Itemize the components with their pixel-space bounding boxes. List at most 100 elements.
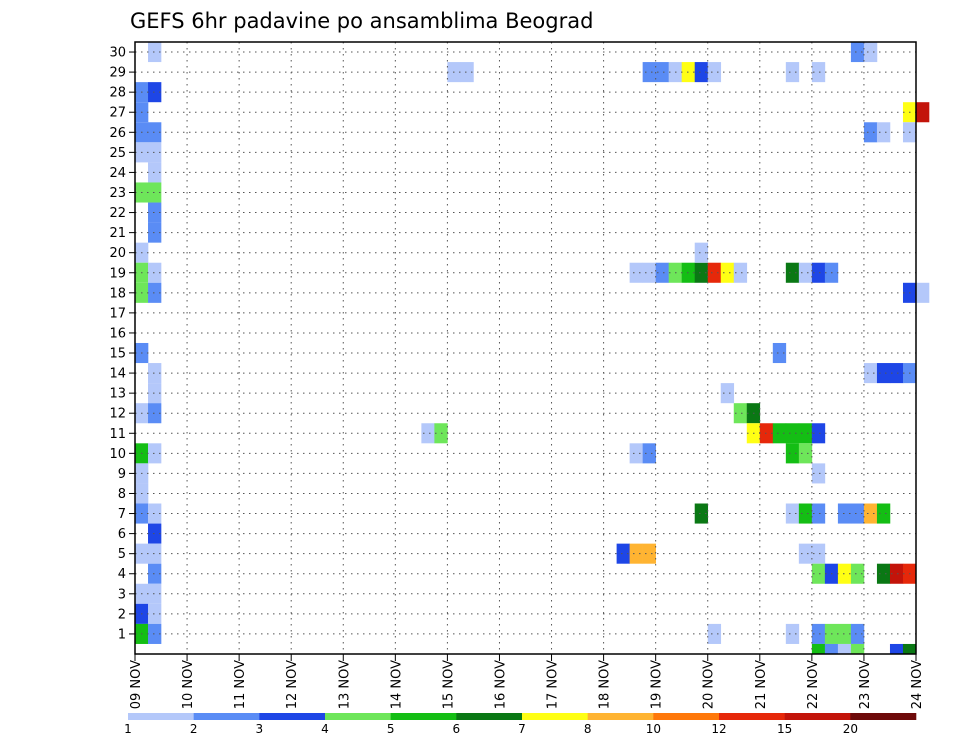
y-tick-label: 1 <box>118 627 126 642</box>
precip-cell <box>655 262 669 283</box>
y-tick-label: 4 <box>118 567 126 582</box>
precip-cell <box>148 222 162 243</box>
y-tick-label: 20 <box>109 246 126 261</box>
precip-cell <box>785 623 800 644</box>
precip-cell <box>785 443 800 464</box>
precip-cell <box>889 363 904 384</box>
y-tick-label: 25 <box>109 146 126 161</box>
legend-label: 4 <box>321 722 329 736</box>
precip-cell <box>863 363 878 384</box>
legend-swatch <box>653 713 720 720</box>
precip-cell <box>707 262 722 283</box>
legend-swatch <box>128 713 194 720</box>
y-axis: 1234567891011121314151617181920212223242… <box>109 46 135 642</box>
x-tick-label: 20 NOV <box>702 660 717 709</box>
x-tick-label: 19 NOV <box>650 660 665 709</box>
legend-label: 3 <box>256 722 264 736</box>
legend-swatch <box>850 713 917 720</box>
x-tick-label: 15 NOV <box>441 660 456 709</box>
legend-swatch <box>259 713 326 720</box>
precip-cell <box>148 162 162 183</box>
y-tick-label: 30 <box>109 46 126 61</box>
x-tick-label: 09 NOV <box>129 660 144 709</box>
precip-cell <box>798 543 813 564</box>
precip-cell <box>837 623 852 644</box>
legend-swatch <box>784 713 851 720</box>
y-tick-label: 22 <box>109 206 126 221</box>
precip-cell <box>811 463 826 484</box>
precip-cell <box>902 643 917 654</box>
y-tick-label: 17 <box>109 306 126 321</box>
precip-cell <box>148 282 162 303</box>
y-tick-label: 24 <box>109 166 126 181</box>
x-tick-label: 16 NOV <box>493 660 508 709</box>
precip-cell <box>785 423 800 444</box>
grid-lines <box>135 42 916 654</box>
legend-swatch <box>456 713 523 720</box>
precip-cell <box>148 122 162 143</box>
precip-cell <box>642 543 656 564</box>
precip-cell <box>889 563 904 584</box>
color-legend: 1 2 3 4 5 6 7 8 10 12 15 20 <box>124 713 917 736</box>
precip-cell <box>616 543 630 564</box>
precip-cell <box>772 423 787 444</box>
precip-cell <box>148 623 162 644</box>
precip-cell <box>707 62 722 83</box>
legend-label: 12 <box>711 722 726 736</box>
precip-cell <box>629 443 643 464</box>
precip-cell <box>798 423 813 444</box>
precip-cell <box>850 563 865 584</box>
precip-cell <box>148 142 162 163</box>
precip-cell <box>798 503 813 524</box>
precip-cell <box>811 423 826 444</box>
precip-cell <box>694 262 709 283</box>
x-tick-label: 11 NOV <box>233 660 248 709</box>
precip-cell <box>720 383 735 404</box>
legend-swatch <box>325 713 391 720</box>
x-tick-label: 23 NOV <box>858 660 873 709</box>
precip-cell <box>148 563 162 584</box>
precip-cell <box>694 503 709 524</box>
legend-label: 20 <box>843 722 858 736</box>
y-tick-label: 3 <box>118 587 126 602</box>
precip-cell <box>148 262 162 283</box>
legend-swatch <box>522 713 588 720</box>
legend-label: 8 <box>584 722 592 736</box>
precip-cell <box>642 62 656 83</box>
x-tick-label: 21 NOV <box>754 660 769 709</box>
precip-cell <box>148 443 162 464</box>
precip-cell <box>772 342 787 364</box>
y-tick-label: 19 <box>109 266 126 281</box>
precip-cell <box>863 503 878 524</box>
precip-cell <box>811 643 826 654</box>
legend-swatch <box>587 713 654 720</box>
x-tick-label: 14 NOV <box>389 660 404 709</box>
precip-cell <box>148 363 162 384</box>
precip-cell <box>811 543 826 564</box>
precip-cell <box>642 262 656 283</box>
precip-cell <box>642 443 656 464</box>
precip-cell <box>629 543 643 564</box>
y-tick-label: 11 <box>109 427 126 442</box>
legend-swatch <box>390 713 457 720</box>
plot-frame <box>134 41 917 655</box>
precip-cell <box>148 503 162 524</box>
y-tick-label: 26 <box>109 126 126 141</box>
y-tick-label: 6 <box>118 527 126 542</box>
y-tick-label: 9 <box>118 467 126 482</box>
precip-cell <box>148 202 162 223</box>
precip-cell <box>837 643 852 654</box>
precip-cell <box>148 403 162 424</box>
legend-swatch <box>719 713 785 720</box>
precip-cell <box>916 282 930 303</box>
precip-cell <box>707 623 722 644</box>
heatmap-cells <box>135 42 930 654</box>
precip-cell <box>733 403 748 424</box>
precip-cell <box>785 503 800 524</box>
precip-cell <box>694 242 709 263</box>
precip-cell <box>733 262 748 283</box>
x-tick-label: 10 NOV <box>181 660 196 709</box>
precip-cell <box>811 503 826 524</box>
precip-cell <box>798 443 813 464</box>
